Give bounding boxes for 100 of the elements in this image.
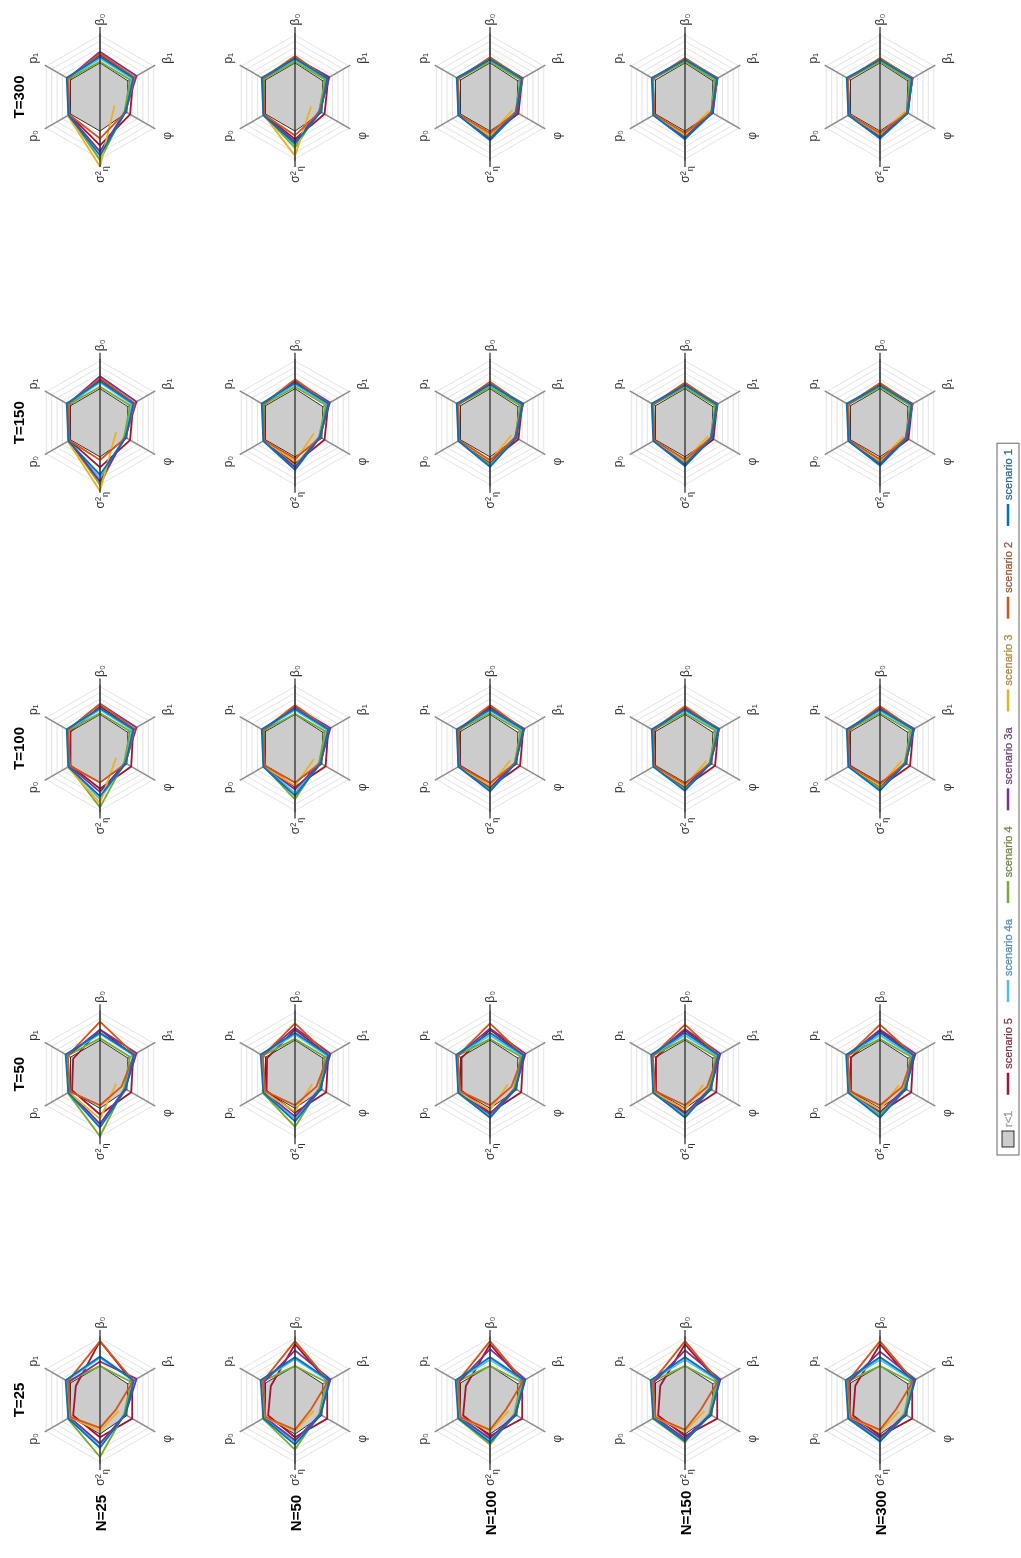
spoke-label: p₀ <box>220 781 235 794</box>
spoke-label: p₀ <box>805 455 820 468</box>
text: scenario 2 <box>1002 541 1014 593</box>
spoke-label: β₁ <box>160 1355 175 1367</box>
spoke-label: p₀ <box>415 1107 430 1119</box>
text: N=300 <box>871 1490 889 1536</box>
spoke-label: β₀ <box>483 339 497 352</box>
text: T=150 <box>9 401 27 445</box>
spoke-label: p₁ <box>805 704 820 716</box>
spoke-label: p₀ <box>610 1432 625 1445</box>
spoke-label: p₁ <box>805 378 820 390</box>
spoke-label: p₁ <box>610 1030 625 1041</box>
spoke-label: β₁ <box>550 1030 565 1041</box>
spoke-label: p₀ <box>805 1107 820 1119</box>
spoke-label: φ <box>745 131 760 140</box>
spoke-label: p₀ <box>610 129 625 142</box>
spoke-label: φ <box>160 457 175 466</box>
spoke-label: φ <box>940 1108 955 1117</box>
spoke-label: p₀ <box>25 455 40 468</box>
spoke-label: β₀ <box>288 1316 302 1329</box>
spoke-label: φ <box>745 783 760 792</box>
spoke-label: β₀ <box>93 1316 107 1329</box>
spoke-label: β₀ <box>93 339 107 352</box>
spoke-label: p₀ <box>220 1432 235 1445</box>
text: scenario 4a <box>1002 918 1014 977</box>
spoke-label: p₀ <box>415 781 430 794</box>
spoke-label: β₁ <box>550 704 565 716</box>
spoke-label: p₁ <box>805 1355 820 1367</box>
spoke-label: p₀ <box>805 1432 820 1445</box>
spoke-label: p₀ <box>25 1107 40 1119</box>
spoke-label: φ <box>745 457 760 466</box>
spoke-label: β₀ <box>288 665 302 677</box>
spoke-label: β₁ <box>550 378 565 390</box>
spoke-label: β₀ <box>93 665 107 677</box>
spoke-label: β₀ <box>483 13 497 26</box>
spoke-label: β₁ <box>355 704 370 716</box>
spoke-label: β₁ <box>160 1030 175 1041</box>
spoke-label: β₀ <box>873 1316 887 1329</box>
text: T=50 <box>9 1056 27 1092</box>
spoke-label: p₁ <box>610 1355 625 1367</box>
spoke-label: p₁ <box>25 52 40 64</box>
spoke-label: p₀ <box>415 455 430 468</box>
spoke-label: p₁ <box>805 1030 820 1041</box>
spoke-label: φ <box>355 457 370 466</box>
spoke-label: β₁ <box>745 378 760 390</box>
spoke-label: φ <box>550 1108 565 1117</box>
spoke-label: φ <box>355 131 370 140</box>
spoke-label: β₁ <box>745 1355 760 1367</box>
spoke-label: β₁ <box>745 704 760 716</box>
spoke-label: β₀ <box>483 665 497 677</box>
spoke-label: β₁ <box>940 704 955 716</box>
spoke-label: β₀ <box>288 339 302 352</box>
spoke-label: β₀ <box>288 13 302 26</box>
spoke-label: β₁ <box>355 378 370 390</box>
spoke-label: β₀ <box>678 13 692 26</box>
spoke-label: p₀ <box>25 781 40 794</box>
spoke-label: β₀ <box>873 339 887 352</box>
spoke-label: β₀ <box>873 13 887 26</box>
spoke-label: φ <box>160 131 175 140</box>
spoke-label: p₀ <box>25 129 40 142</box>
text: scenario 3 <box>1002 634 1014 686</box>
spoke-label: p₀ <box>415 129 430 142</box>
spoke-label: p₀ <box>610 1107 625 1119</box>
spoke-label: β₁ <box>160 52 175 64</box>
spoke-label: β₁ <box>940 1030 955 1041</box>
spoke-label: p₀ <box>805 781 820 794</box>
spoke-label: p₁ <box>220 378 235 390</box>
spoke-label: β₀ <box>873 990 887 1003</box>
spoke-label: φ <box>745 1434 760 1443</box>
text: T=25 <box>9 1382 27 1418</box>
spoke-label: p₁ <box>220 52 235 64</box>
spoke-label: φ <box>355 1108 370 1117</box>
spoke-label: β₀ <box>93 13 107 26</box>
spoke-label: p₁ <box>610 52 625 64</box>
spoke-label: β₀ <box>678 1316 692 1329</box>
spoke-label: β₁ <box>355 1355 370 1367</box>
spoke-label: β₁ <box>940 1355 955 1367</box>
text: T=300 <box>9 75 27 119</box>
spoke-label: φ <box>745 1108 760 1117</box>
spoke-label: p₁ <box>415 378 430 390</box>
text: N=50 <box>286 1494 304 1532</box>
spoke-label: φ <box>355 783 370 792</box>
spoke-label: β₀ <box>483 1316 497 1329</box>
spoke-label: β₁ <box>355 52 370 64</box>
spoke-label: p₁ <box>415 1030 430 1041</box>
spoke-label: p₁ <box>610 704 625 716</box>
text: scenario 3a <box>1002 726 1014 785</box>
spoke-label: φ <box>160 1434 175 1443</box>
spoke-label: p₁ <box>415 704 430 716</box>
spoke-label: φ <box>940 1434 955 1443</box>
spoke-label: p₁ <box>25 704 40 716</box>
spoke-label: p₀ <box>805 129 820 142</box>
spoke-label: φ <box>550 1434 565 1443</box>
spoke-label: p₀ <box>220 1107 235 1119</box>
text: scenario 1 <box>1002 449 1014 500</box>
text: N=25 <box>91 1494 109 1532</box>
spoke-label: β₀ <box>873 665 887 677</box>
spoke-label: p₀ <box>610 455 625 468</box>
spoke-label: φ <box>940 457 955 466</box>
text: scenario 4 <box>1002 826 1014 878</box>
